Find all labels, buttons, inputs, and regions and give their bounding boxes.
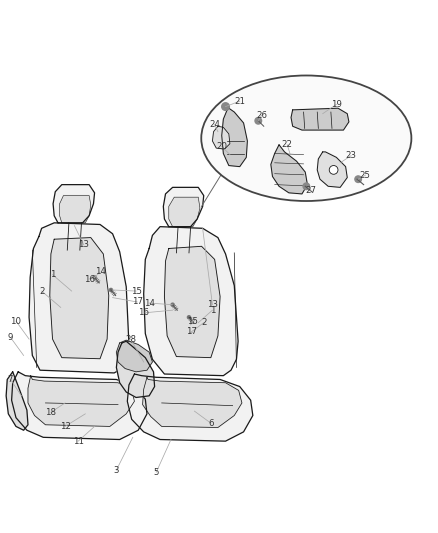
- Polygon shape: [29, 223, 129, 373]
- Text: 13: 13: [207, 300, 218, 309]
- Circle shape: [93, 276, 96, 279]
- Circle shape: [171, 303, 174, 306]
- Text: 13: 13: [78, 240, 89, 249]
- Text: 23: 23: [346, 151, 357, 160]
- Polygon shape: [169, 197, 200, 227]
- Polygon shape: [12, 372, 147, 440]
- Polygon shape: [127, 374, 253, 441]
- Text: 20: 20: [216, 142, 227, 151]
- Polygon shape: [6, 372, 28, 430]
- Polygon shape: [222, 108, 247, 167]
- Text: 10: 10: [11, 317, 21, 326]
- Text: 14: 14: [95, 268, 106, 277]
- Circle shape: [187, 316, 191, 319]
- Text: 17: 17: [186, 327, 197, 336]
- Polygon shape: [212, 126, 230, 149]
- Text: 15: 15: [131, 287, 141, 296]
- Text: 15: 15: [187, 317, 198, 326]
- Circle shape: [303, 183, 310, 190]
- Polygon shape: [144, 227, 238, 376]
- Polygon shape: [117, 341, 155, 398]
- Polygon shape: [53, 184, 95, 223]
- Text: 25: 25: [360, 171, 371, 180]
- Polygon shape: [164, 246, 220, 358]
- Circle shape: [255, 117, 261, 124]
- Text: 17: 17: [132, 297, 143, 306]
- Polygon shape: [317, 152, 347, 188]
- Text: 1: 1: [50, 270, 55, 279]
- Text: 19: 19: [331, 100, 342, 109]
- Text: 12: 12: [60, 422, 71, 431]
- Polygon shape: [143, 377, 242, 427]
- Polygon shape: [163, 188, 204, 227]
- Text: 28: 28: [125, 335, 136, 344]
- Text: 6: 6: [208, 418, 214, 427]
- Ellipse shape: [201, 76, 411, 201]
- Circle shape: [110, 288, 113, 292]
- Text: 1: 1: [210, 305, 215, 314]
- Text: 21: 21: [234, 96, 245, 106]
- Text: 2: 2: [201, 318, 206, 327]
- Polygon shape: [117, 340, 152, 372]
- Circle shape: [329, 166, 338, 174]
- Polygon shape: [50, 238, 109, 359]
- Text: 18: 18: [46, 408, 57, 417]
- Circle shape: [355, 176, 361, 182]
- Circle shape: [222, 103, 230, 110]
- Text: 5: 5: [153, 468, 159, 477]
- Text: 11: 11: [73, 437, 84, 446]
- Text: 2: 2: [39, 287, 44, 296]
- Text: 24: 24: [209, 120, 220, 129]
- Text: 7: 7: [8, 375, 13, 384]
- Polygon shape: [291, 108, 349, 130]
- Text: 9: 9: [8, 333, 13, 342]
- Polygon shape: [60, 196, 91, 223]
- Text: 3: 3: [113, 465, 119, 474]
- Text: 16: 16: [138, 309, 149, 317]
- Text: 27: 27: [305, 185, 316, 195]
- Polygon shape: [271, 145, 307, 194]
- Polygon shape: [28, 376, 134, 426]
- Text: 26: 26: [256, 111, 267, 120]
- Text: 14: 14: [144, 298, 155, 308]
- Text: 22: 22: [282, 140, 293, 149]
- Text: 16: 16: [84, 274, 95, 284]
